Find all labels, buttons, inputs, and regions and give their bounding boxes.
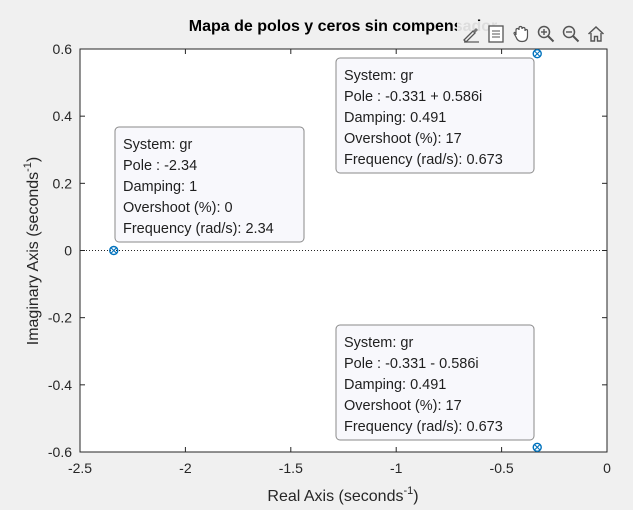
data-tip[interactable]: System: gr Pole : -0.331 - 0.586i Damping:… xyxy=(335,324,535,441)
data-tip-line: Overshoot (%): 17 xyxy=(344,398,462,414)
zoom-in-icon[interactable] xyxy=(534,22,557,46)
data-tip-line: Pole : -2.34 xyxy=(123,158,197,174)
y-axis-label: Imaginary Axis (seconds-1) xyxy=(22,157,42,346)
data-tip-line: Overshoot (%): 17 xyxy=(344,131,462,147)
x-tick-label: -1.5 xyxy=(279,460,303,476)
axes-toolbar xyxy=(457,21,611,47)
data-tips-icon[interactable] xyxy=(484,22,507,46)
x-tick-label: -2.5 xyxy=(68,460,92,476)
data-tip-line: Pole : -0.331 + 0.586i xyxy=(344,89,482,105)
x-axis-label: Real Axis (seconds-1) xyxy=(267,485,418,505)
y-tick-label: -0.2 xyxy=(48,310,72,326)
home-icon[interactable] xyxy=(584,22,607,46)
data-tip-line: Pole : -0.331 - 0.586i xyxy=(344,356,479,372)
y-tick-label: 0.2 xyxy=(53,175,73,191)
pan-icon[interactable] xyxy=(509,22,532,46)
y-tick-label: -0.4 xyxy=(48,377,72,393)
y-tick-label: -0.6 xyxy=(48,444,72,460)
data-tip-line: Frequency (rad/s): 0.673 xyxy=(344,419,503,435)
data-tip-line: System: gr xyxy=(123,137,192,153)
y-tick-label: 0.6 xyxy=(53,41,73,57)
data-tip-line: System: gr xyxy=(344,68,413,84)
data-tip-line: Damping: 0.491 xyxy=(344,110,446,126)
zoom-out-icon[interactable] xyxy=(559,22,582,46)
pole-marker[interactable] xyxy=(109,245,119,256)
data-tip[interactable]: System: gr Pole : -2.34 Damping: 1 Overshoo… xyxy=(114,126,305,243)
data-tip-line: Damping: 1 xyxy=(123,179,197,195)
x-tick-label: 0 xyxy=(603,460,611,476)
x-tick-label: -2 xyxy=(179,460,192,476)
y-tick-label: 0.4 xyxy=(53,108,73,124)
data-tip-line: System: gr xyxy=(344,335,413,351)
pole-marker[interactable] xyxy=(532,49,542,59)
pole-marker[interactable] xyxy=(532,442,542,452)
data-tip-line: Damping: 0.491 xyxy=(344,377,446,393)
data-tip-line: Frequency (rad/s): 0.673 xyxy=(344,152,503,168)
data-tip-line: Frequency (rad/s): 2.34 xyxy=(123,221,274,237)
y-tick-label: 0 xyxy=(64,243,72,259)
brush-icon[interactable] xyxy=(459,22,482,46)
data-tip-line: Overshoot (%): 0 xyxy=(123,200,233,216)
chart-title: Mapa de polos y ceros sin compensador xyxy=(189,18,498,35)
x-tick-label: -0.5 xyxy=(490,460,514,476)
data-tip[interactable]: System: gr Pole : -0.331 + 0.586i Damping:… xyxy=(335,57,535,174)
x-tick-label: -1 xyxy=(390,460,403,476)
